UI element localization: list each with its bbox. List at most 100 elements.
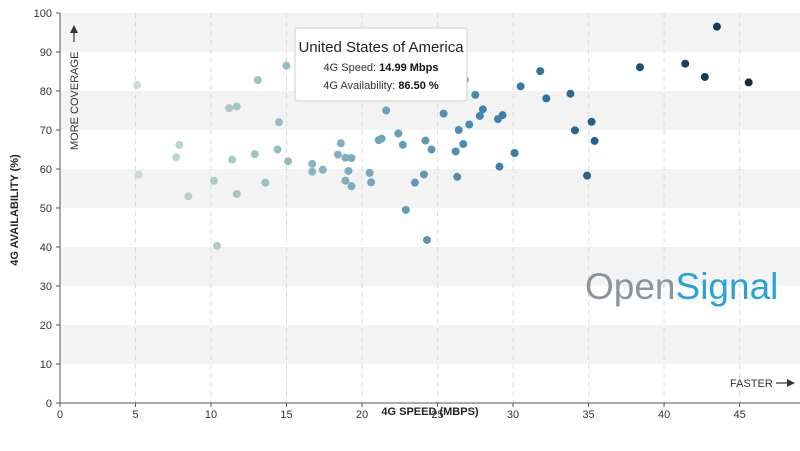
data-point[interactable] bbox=[475, 111, 484, 120]
x-tick-label: 45 bbox=[733, 409, 745, 421]
data-point[interactable] bbox=[274, 118, 283, 127]
y-tick-label: 50 bbox=[40, 203, 52, 215]
data-point[interactable] bbox=[453, 172, 462, 181]
data-point[interactable] bbox=[336, 139, 345, 148]
data-point[interactable] bbox=[232, 189, 241, 198]
data-point[interactable] bbox=[365, 168, 374, 177]
more-coverage-text: MORE COVERAGE bbox=[69, 52, 81, 150]
y-tick-label: 90 bbox=[40, 47, 52, 59]
y-tick-label: 20 bbox=[40, 320, 52, 332]
data-point[interactable] bbox=[213, 241, 222, 250]
y-tick-label: 40 bbox=[40, 242, 52, 254]
tooltip-box bbox=[294, 27, 468, 102]
data-point[interactable] bbox=[284, 157, 293, 166]
data-point[interactable] bbox=[478, 105, 487, 114]
tooltip-availability: 4G Availability: 86.50 % bbox=[323, 80, 439, 92]
data-point[interactable] bbox=[712, 22, 721, 31]
x-tick-label: 30 bbox=[507, 409, 519, 421]
data-point[interactable] bbox=[318, 165, 327, 174]
data-point[interactable] bbox=[210, 176, 219, 185]
data-point[interactable] bbox=[410, 178, 419, 187]
y-tick-label: 100 bbox=[34, 8, 52, 20]
data-point[interactable] bbox=[347, 154, 356, 163]
data-point[interactable] bbox=[347, 182, 356, 191]
data-point[interactable] bbox=[225, 104, 234, 113]
tooltip: United States of America 4G Speed: 14.99… bbox=[294, 27, 468, 102]
data-point[interactable] bbox=[700, 72, 709, 81]
data-point[interactable] bbox=[253, 76, 262, 85]
data-point[interactable] bbox=[587, 117, 596, 126]
data-point[interactable] bbox=[498, 111, 507, 120]
x-tick-label: 25 bbox=[431, 409, 443, 421]
data-point[interactable] bbox=[439, 109, 448, 118]
data-point[interactable] bbox=[536, 67, 545, 76]
data-point[interactable] bbox=[635, 63, 644, 72]
data-point[interactable] bbox=[282, 61, 291, 70]
x-tick-labels: 0 5 10 15 20 25 30 35 40 45 bbox=[57, 403, 746, 421]
data-point[interactable] bbox=[133, 81, 142, 90]
x-tick-label: 15 bbox=[280, 409, 292, 421]
right-arrow-icon bbox=[787, 379, 795, 387]
grid-band bbox=[60, 325, 800, 364]
data-point[interactable] bbox=[394, 129, 403, 138]
data-point[interactable] bbox=[471, 90, 480, 99]
data-point[interactable] bbox=[184, 192, 193, 201]
data-point[interactable] bbox=[542, 94, 551, 103]
data-point[interactable] bbox=[465, 120, 474, 129]
data-point[interactable] bbox=[175, 140, 184, 149]
data-point[interactable] bbox=[250, 150, 259, 159]
data-point[interactable] bbox=[454, 126, 463, 134]
data-point[interactable] bbox=[566, 89, 575, 98]
data-point[interactable] bbox=[427, 145, 436, 154]
data-point[interactable] bbox=[333, 150, 342, 159]
data-point[interactable] bbox=[583, 171, 592, 180]
data-point[interactable] bbox=[681, 59, 690, 68]
data-point[interactable] bbox=[273, 145, 282, 154]
data-point[interactable] bbox=[134, 170, 143, 179]
data-point[interactable] bbox=[232, 102, 241, 111]
data-point[interactable] bbox=[344, 166, 353, 175]
data-point[interactable] bbox=[510, 149, 519, 158]
data-point[interactable] bbox=[341, 153, 350, 162]
faster-text: FASTER bbox=[730, 378, 773, 390]
tooltip-speed: 4G Speed: 14.99 Mbps bbox=[324, 62, 439, 74]
data-point[interactable] bbox=[398, 140, 407, 149]
data-point[interactable] bbox=[495, 162, 504, 171]
data-point[interactable] bbox=[377, 134, 386, 143]
more-coverage-annotation: MORE COVERAGE bbox=[69, 25, 81, 150]
data-point[interactable] bbox=[308, 159, 317, 168]
logo-open: Open bbox=[585, 266, 676, 307]
data-point[interactable] bbox=[459, 140, 468, 149]
data-point[interactable] bbox=[382, 106, 391, 115]
y-tick-label: 30 bbox=[40, 281, 52, 293]
grid-band bbox=[60, 169, 800, 208]
data-point[interactable] bbox=[570, 126, 579, 135]
vertical-gridlines bbox=[135, 13, 741, 403]
logo-signal: Signal bbox=[676, 266, 779, 307]
y-tick-label: 80 bbox=[40, 86, 52, 98]
up-arrow-icon bbox=[70, 25, 78, 33]
data-point[interactable] bbox=[401, 205, 410, 214]
data-point[interactable] bbox=[590, 136, 599, 145]
data-point[interactable] bbox=[261, 178, 270, 187]
data-point[interactable] bbox=[341, 176, 350, 185]
x-tick-label: 40 bbox=[658, 409, 670, 421]
data-point[interactable] bbox=[308, 167, 317, 176]
y-axis-label: 4G AVAILABILITY (%) bbox=[9, 154, 21, 266]
data-point[interactable] bbox=[421, 136, 430, 145]
x-tick-label: 20 bbox=[356, 409, 368, 421]
data-point[interactable] bbox=[422, 235, 431, 244]
data-point[interactable] bbox=[367, 178, 376, 187]
x-tick-label: 35 bbox=[582, 409, 594, 421]
data-point[interactable] bbox=[451, 147, 460, 156]
data-point[interactable] bbox=[744, 78, 753, 87]
data-point[interactable] bbox=[419, 170, 428, 179]
data-point[interactable] bbox=[516, 82, 525, 91]
x-tick-label: 5 bbox=[132, 409, 138, 421]
y-tick-label: 10 bbox=[40, 359, 52, 371]
data-point[interactable] bbox=[172, 153, 181, 162]
faster-annotation: FASTER bbox=[730, 378, 795, 390]
y-tick-label: 60 bbox=[40, 164, 52, 176]
data-point[interactable] bbox=[228, 155, 237, 164]
tooltip-title: United States of America bbox=[298, 39, 464, 56]
